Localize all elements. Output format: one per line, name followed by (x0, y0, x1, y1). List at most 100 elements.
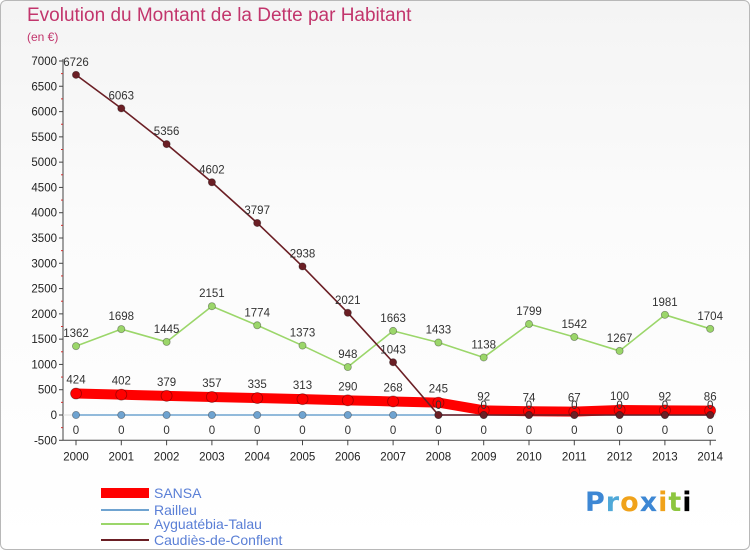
data-point (343, 308, 352, 317)
y-tick-label: 2000 (31, 309, 57, 321)
data-point (253, 218, 262, 227)
data-point (434, 410, 443, 419)
data-point (570, 410, 579, 419)
data-point (207, 410, 216, 419)
data-label: 0 (480, 400, 486, 412)
data-label: 0 (73, 425, 79, 437)
chart-title: Evolution du Montant de la Dette par Hab… (27, 5, 412, 26)
data-label: 268 (384, 382, 403, 394)
data-label: 357 (202, 378, 221, 390)
data-label: 1542 (562, 319, 588, 331)
x-tick-label: 2000 (63, 451, 89, 463)
data-point (296, 393, 309, 406)
legend-label: Ayguatébia-Talau (154, 516, 262, 532)
data-label: 1981 (652, 297, 678, 309)
x-tick-label: 2014 (697, 451, 723, 463)
data-label: 1043 (380, 344, 406, 356)
data-label: 0 (526, 425, 532, 437)
legend-label: SANSA (154, 485, 202, 501)
data-point (298, 262, 307, 271)
data-label: 2021 (335, 295, 361, 307)
y-tick-label: 5500 (31, 132, 57, 144)
data-label: 86 (704, 392, 717, 404)
data-label: 2938 (290, 248, 316, 260)
data-point (660, 310, 669, 319)
data-label: 0 (616, 400, 622, 412)
data-point (162, 410, 171, 419)
data-label: 4602 (199, 164, 225, 176)
data-label: 0 (571, 425, 577, 437)
data-label: 379 (157, 377, 176, 389)
data-label: 2151 (199, 288, 225, 300)
data-point (162, 337, 171, 346)
data-label: 67 (568, 393, 581, 405)
data-point (207, 302, 216, 311)
data-label: 0 (254, 425, 260, 437)
data-label: 313 (293, 380, 312, 392)
data-label: 424 (66, 375, 86, 387)
y-tick-label: 4000 (31, 208, 57, 220)
data-point (389, 326, 398, 335)
data-label: 74 (523, 392, 536, 404)
data-label: 0 (616, 425, 622, 437)
data-label: 1138 (471, 339, 496, 351)
data-point (253, 410, 262, 419)
data-label: 100 (610, 391, 629, 403)
data-point (706, 410, 715, 419)
data-point (253, 321, 262, 330)
data-label: 1774 (244, 307, 270, 319)
data-label: 0 (435, 425, 441, 437)
y-tick-label: 500 (38, 385, 57, 397)
data-label: 1799 (516, 306, 542, 318)
data-label: 1445 (154, 324, 180, 336)
data-point (341, 394, 354, 407)
x-tick-label: 2004 (244, 451, 270, 463)
data-point (117, 325, 126, 334)
data-label: 6063 (109, 90, 135, 102)
legend-label: Railleu (154, 502, 197, 518)
data-label: 948 (338, 349, 357, 361)
y-tick-label: 6000 (31, 107, 57, 119)
x-tick-label: 2013 (652, 451, 678, 463)
data-label: 0 (480, 425, 486, 437)
data-label: 0 (118, 425, 124, 437)
y-tick-label: 1000 (31, 359, 57, 371)
data-point (434, 338, 443, 347)
data-point (72, 70, 81, 79)
data-label: 5356 (154, 126, 180, 138)
data-point (298, 410, 307, 419)
data-point (251, 392, 264, 404)
data-label: 0 (209, 425, 215, 437)
x-tick-label: 2003 (199, 451, 225, 463)
data-point (115, 388, 128, 401)
data-label: 0 (707, 425, 713, 437)
data-label: 1373 (290, 328, 316, 340)
data-label: 0 (299, 425, 305, 437)
x-tick-label: 2008 (426, 451, 452, 463)
data-label: 6726 (63, 57, 89, 69)
data-point (479, 353, 488, 362)
data-point (205, 391, 218, 403)
x-tick-label: 2006 (335, 451, 361, 463)
data-label: 0 (345, 425, 351, 437)
y-tick-label: 6500 (31, 81, 57, 93)
x-tick-label: 2002 (154, 451, 180, 463)
data-point (160, 389, 173, 402)
data-point (570, 333, 579, 342)
data-label: 0 (662, 400, 668, 412)
y-tick-label: 1500 (31, 334, 57, 346)
data-point (70, 387, 82, 400)
data-point (615, 346, 624, 355)
x-tick-label: 2009 (471, 451, 497, 463)
y-tick-label: 0 (51, 410, 57, 422)
data-point (72, 342, 81, 351)
y-tick-label: 7000 (31, 56, 57, 68)
data-point (432, 396, 445, 409)
data-point (343, 410, 352, 419)
data-label: 0 (390, 425, 396, 437)
data-labels: 1362 1698 1445 2151 1774 1373 948 1663 1433 1138 1… (63, 57, 723, 437)
data-label: 3797 (244, 205, 270, 217)
data-label: 1663 (380, 313, 406, 325)
